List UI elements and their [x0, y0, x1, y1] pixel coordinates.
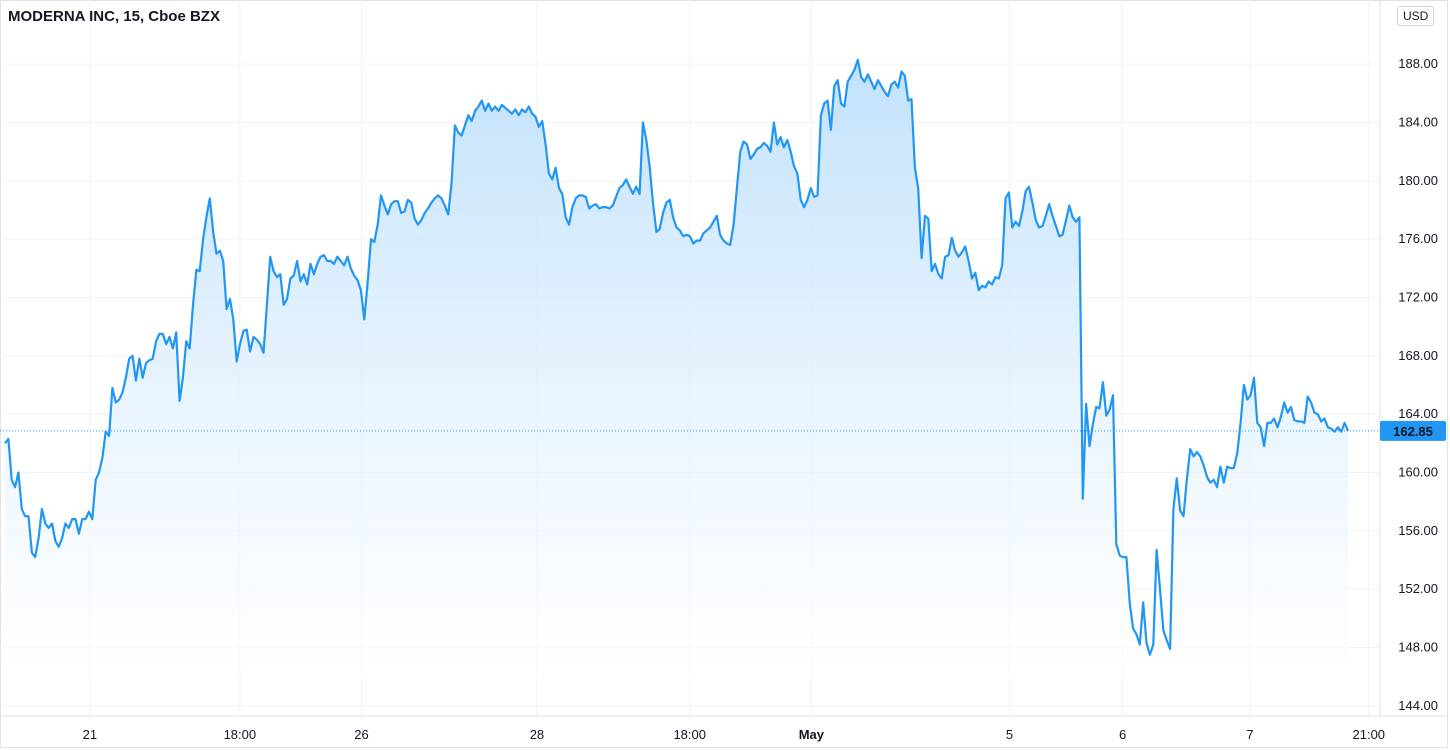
x-tick-label: 6 — [1119, 727, 1126, 742]
x-tick-label: 7 — [1246, 727, 1253, 742]
price-line-series — [4, 58, 1350, 656]
time-axis[interactable]: 21 18:00 26 28 18:00 May 5 6 7 21:00 — [83, 727, 1385, 742]
last-price-label: 162.85 — [1380, 420, 1446, 441]
y-tick-label: 184.00 — [1398, 114, 1438, 129]
y-tick-label: 148.00 — [1398, 639, 1438, 654]
x-tick-label: 21:00 — [1353, 727, 1386, 742]
x-tick-label: 21 — [83, 727, 97, 742]
last-price-badge — [1380, 420, 1446, 441]
x-tick-label: May — [799, 727, 825, 742]
y-tick-label: 144.00 — [1398, 698, 1438, 713]
price-axis[interactable]: 144.00 148.00 152.00 156.00 160.00 164.00 168.… — [1398, 56, 1438, 713]
y-tick-label: 168.00 — [1398, 348, 1438, 363]
y-tick-label: 188.00 — [1398, 56, 1438, 71]
x-tick-label: 18:00 — [224, 727, 257, 742]
currency-button[interactable]: USD — [1397, 6, 1435, 26]
x-tick-label: 5 — [1006, 727, 1013, 742]
y-tick-label: 180.00 — [1398, 173, 1438, 188]
y-tick-label: 172.00 — [1398, 289, 1438, 304]
last-price-value: 162.85 — [1393, 424, 1433, 439]
y-tick-label: 164.00 — [1398, 406, 1438, 421]
y-tick-label: 176.00 — [1398, 231, 1438, 246]
y-tick-label: 152.00 — [1398, 581, 1438, 596]
grid-lines — [0, 0, 1380, 716]
price-area-fill — [5, 59, 1348, 677]
x-tick-label: 28 — [530, 727, 544, 742]
x-tick-label: 18:00 — [673, 727, 706, 742]
y-tick-label: 156.00 — [1398, 523, 1438, 538]
x-tick-label: 26 — [354, 727, 368, 742]
symbol-title: MODERNA INC, 15, Cboe BZX — [8, 8, 220, 25]
y-tick-label: 160.00 — [1398, 464, 1438, 479]
